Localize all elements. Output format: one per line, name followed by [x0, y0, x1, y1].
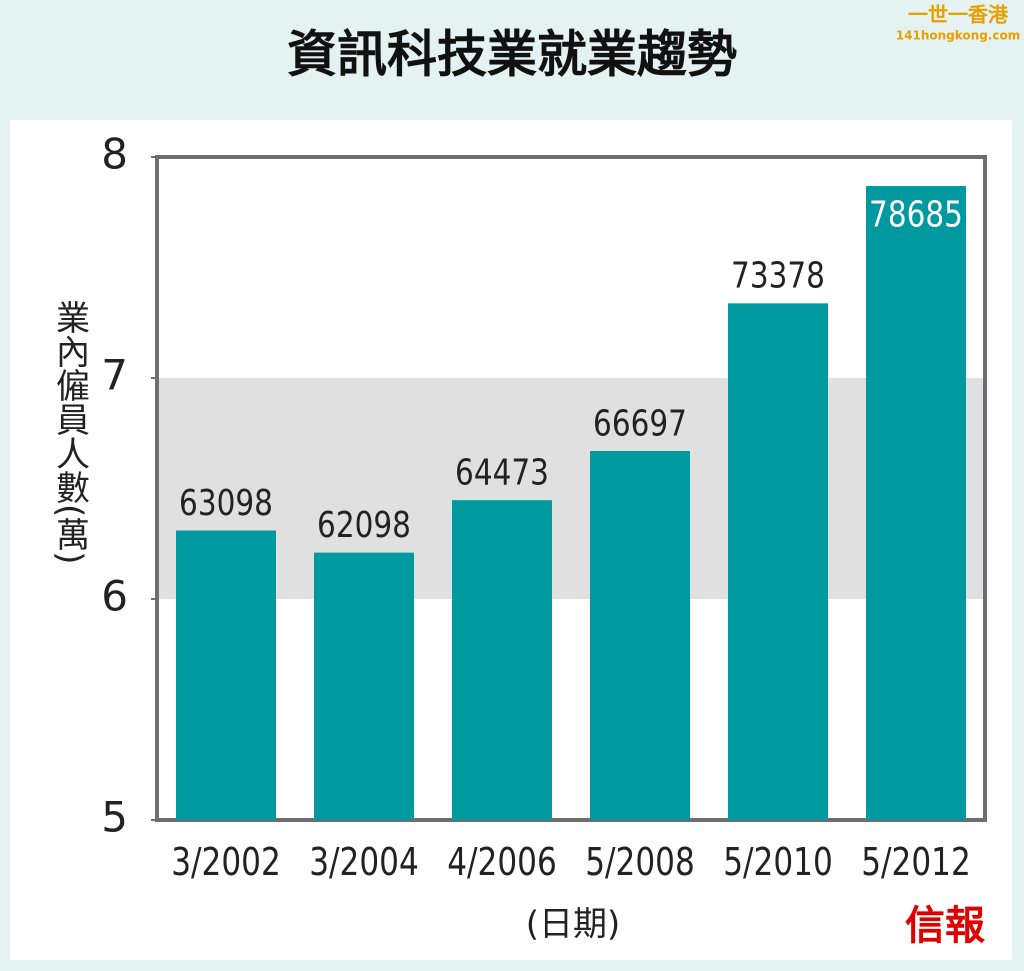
bar [590, 450, 690, 820]
x-tick-label: 3/2002 [171, 841, 281, 885]
value-label: 63098 [179, 481, 273, 524]
bar [176, 530, 276, 820]
bar [314, 552, 414, 820]
watermark-site: 141hongkong.com [896, 29, 1020, 43]
shaded-band [157, 378, 985, 599]
x-tick-label: 5/2012 [861, 841, 971, 885]
value-label: 66697 [593, 401, 687, 444]
chart-title: 資訊科技業就業趨勢 [287, 26, 737, 84]
value-label: 62098 [317, 503, 411, 546]
x-tick-label: 5/2008 [585, 841, 695, 885]
bar [452, 500, 552, 820]
x-tick-label: 5/2010 [723, 841, 833, 885]
x-tick-label: 3/2004 [309, 841, 419, 885]
value-label: 73378 [731, 254, 825, 297]
y-tick-label: 8 [101, 130, 128, 179]
value-label: 78685 [869, 193, 963, 236]
y-axis-label: 業內僱員人數(萬) [50, 300, 90, 565]
value-label: 64473 [455, 451, 549, 494]
x-axis-label: (日期) [526, 905, 621, 945]
y-tick-label: 5 [101, 793, 128, 842]
x-tick-label: 4/2006 [447, 841, 557, 885]
bar [866, 186, 966, 820]
y-tick-label: 7 [101, 351, 128, 400]
plot-frame [155, 155, 987, 822]
bar [728, 303, 828, 820]
watermark-name: 一世一香港 [908, 3, 1009, 27]
y-tick-label: 6 [101, 572, 128, 621]
source-logo: 信報 [905, 903, 985, 949]
